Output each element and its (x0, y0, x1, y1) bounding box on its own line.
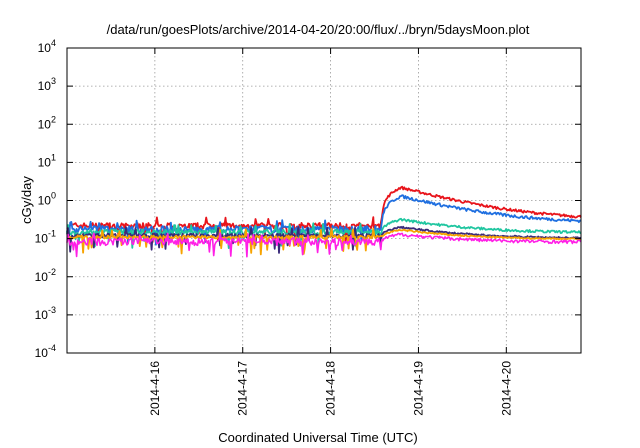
x-tick-label: 2014-4-19 (411, 361, 425, 416)
series-layer (66, 185, 582, 258)
x-axis-label: Coordinated Universal Time (UTC) (218, 430, 417, 445)
y-tick-label: 102 (38, 114, 56, 131)
grid-lines (67, 47, 581, 354)
series-line (66, 232, 582, 258)
y-tick-label: 100 (38, 191, 56, 208)
y-tick-label: 103 (38, 76, 56, 93)
y-tick-label: 10-4 (35, 343, 56, 360)
chart-title: /data/run/goesPlots/archive/2014-04-20/2… (107, 22, 530, 37)
y-tick-label: 104 (38, 38, 56, 55)
x-axis: 2014-4-16 2014-4-17 2014-4-18 2014-4-19 2014… (148, 48, 513, 416)
x-tick-label: 2014-4-17 (236, 361, 250, 416)
y-tick-label: 10-3 (35, 305, 56, 322)
y-tick-label: 101 (38, 152, 56, 169)
x-tick-label: 2014-4-16 (148, 361, 162, 416)
series-line (66, 225, 582, 254)
y-axis-label: cGy/day (19, 176, 34, 224)
x-tick-label: 2014-4-20 (499, 361, 513, 416)
x-tick-label: 2014-4-18 (324, 361, 338, 416)
y-tick-label: 10-1 (35, 229, 56, 246)
y-tick-label: 10-2 (35, 267, 56, 284)
series-line (66, 217, 582, 250)
y-axis: 10-4 10-3 10-2 10-1 100 101 102 103 104 (35, 38, 581, 360)
